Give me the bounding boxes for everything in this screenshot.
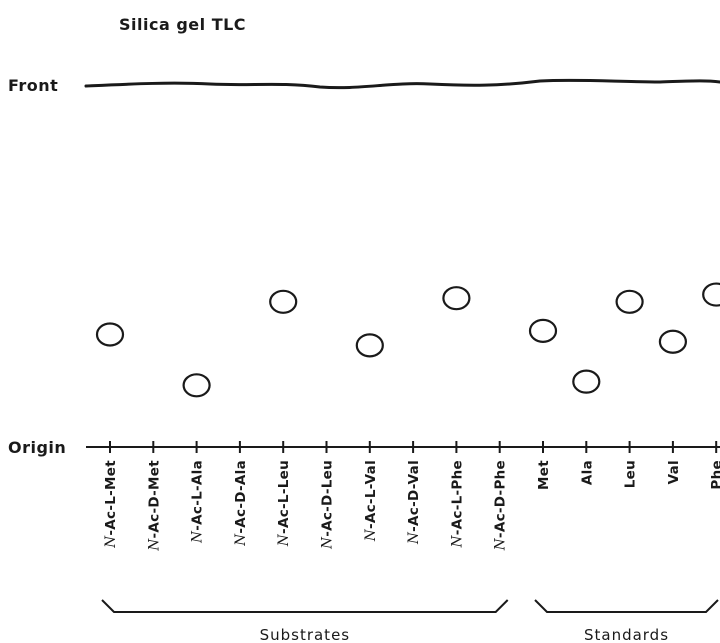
spot (615, 289, 644, 314)
spot (442, 286, 471, 311)
lane-label: N-Ac-L-Leu (276, 460, 292, 547)
lane-label: N-Ac-D-Val (406, 460, 422, 545)
spot (182, 373, 211, 398)
group-label: Standards (584, 626, 669, 643)
origin-label: Origin (8, 438, 66, 457)
group-label: Substrates (260, 626, 351, 643)
solvent-front-line (84, 78, 720, 90)
lane-label: Leu (623, 460, 639, 488)
spot (702, 282, 720, 307)
front-label: Front (8, 76, 58, 95)
lane-label: N-Ac-L-Met (103, 460, 119, 549)
lane-labels: N-Ac-L-Met N-Ac-D-Met N-Ac-L-Ala N-Ac-D-Ala… (103, 460, 720, 552)
spot (572, 369, 601, 394)
lane-label: N-Ac-D-Phe (493, 460, 509, 551)
spot (355, 333, 384, 358)
lane-label: N-Ac-D-Ala (233, 460, 249, 547)
lane-label: N-Ac-D-Met (146, 460, 162, 552)
lane-label: N-Ac-D-Leu (320, 460, 336, 550)
lane-label: N-Ac-L-Phe (449, 460, 465, 548)
spot (528, 318, 558, 343)
lane-ticks (109, 441, 718, 453)
lane-label: N-Ac-L-Ala (190, 460, 206, 544)
spot (658, 329, 688, 354)
lane-label: Phe (709, 460, 720, 490)
lane-label: N-Ac-L-Val (363, 460, 379, 542)
spot (95, 322, 125, 347)
group-braces: Substrates Standards (101, 599, 719, 643)
group-brace (101, 599, 509, 613)
spot (269, 289, 298, 314)
lane-label: Val (666, 460, 682, 484)
spots (95, 282, 720, 398)
diagram-title: Silica gel TLC (119, 15, 246, 34)
lane-label: Met (536, 460, 552, 490)
lane-label: Ala (579, 460, 595, 485)
group-brace (534, 599, 719, 613)
